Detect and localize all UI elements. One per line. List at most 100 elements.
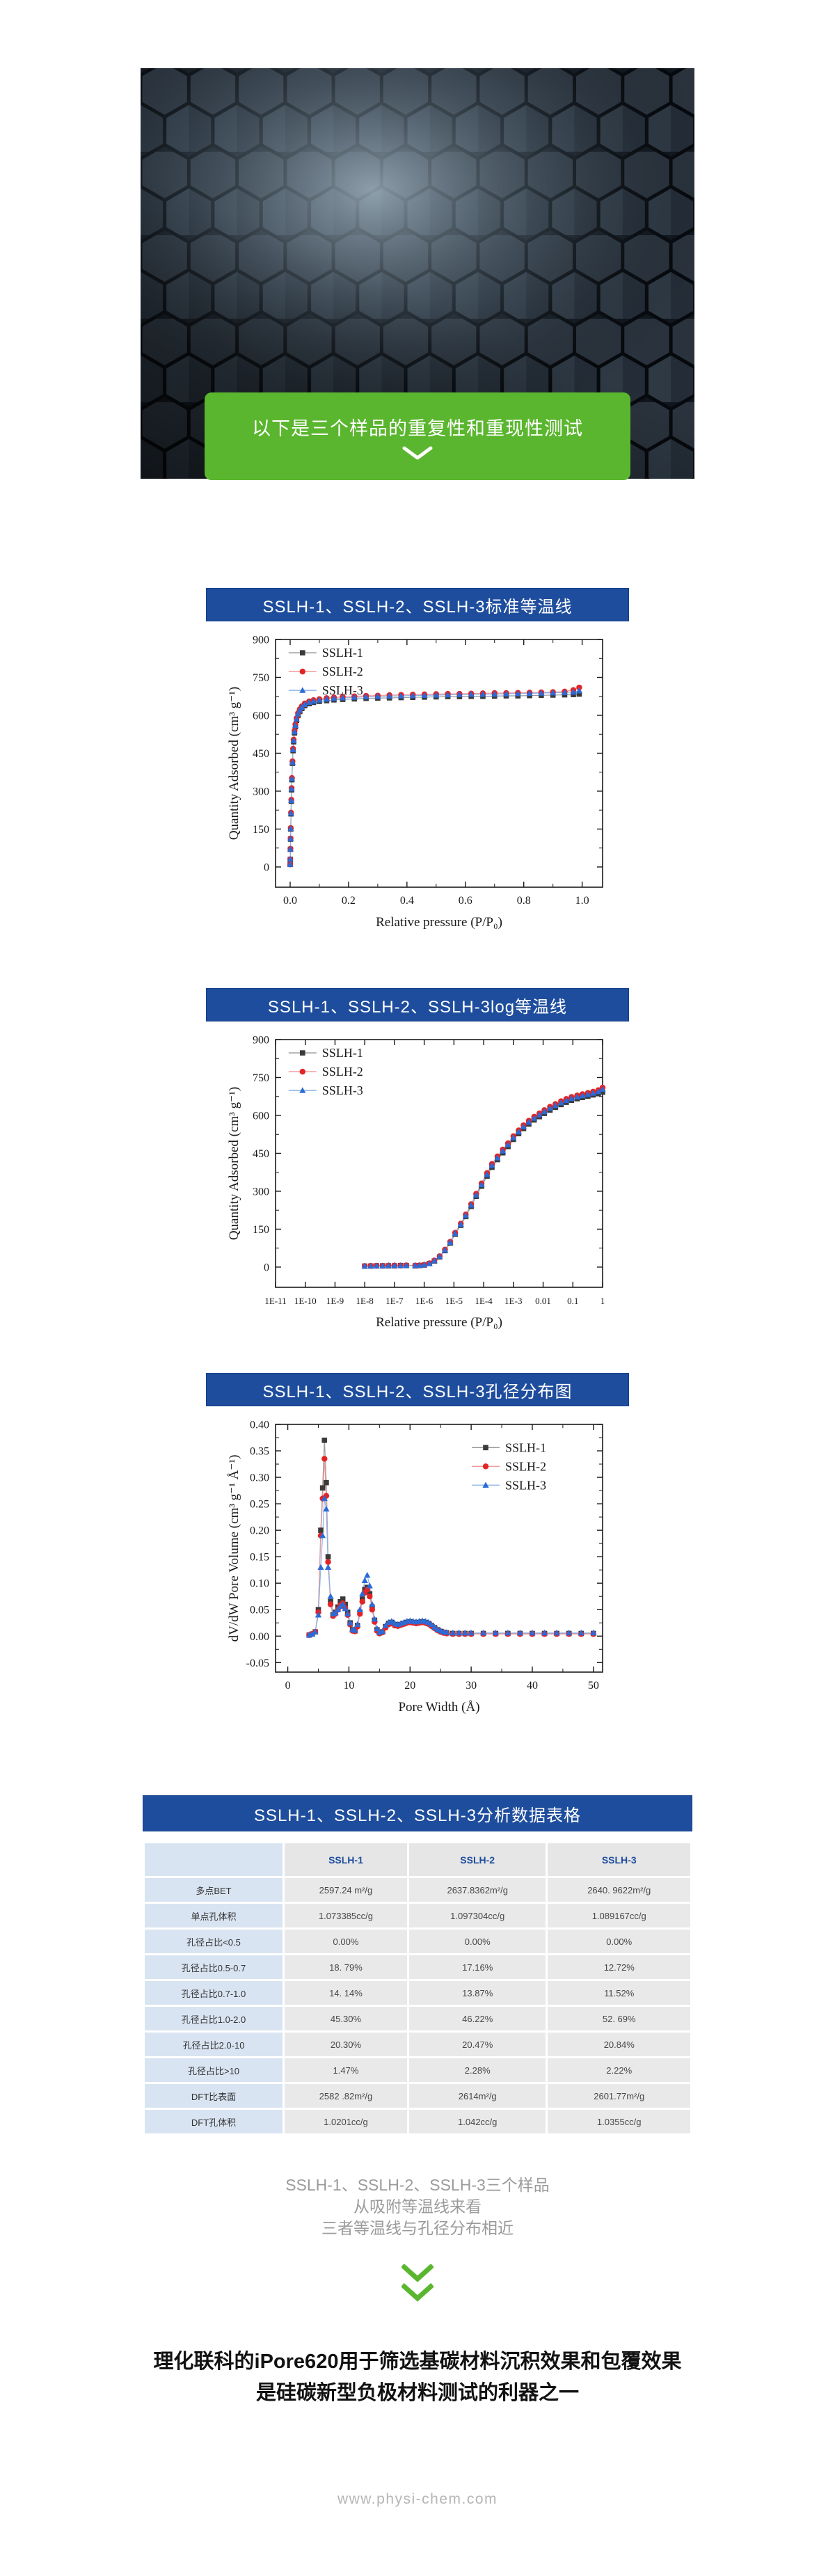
svg-text:750: 750 — [253, 672, 269, 684]
svg-text:600: 600 — [253, 710, 269, 722]
intro-banner: 以下是三个样品的重复性和重现性测试 — [205, 392, 630, 480]
table-cell: 14. 14% — [285, 1981, 407, 2005]
conclusion-text: 理化联科的iPore620用于筛选基碳材料沉积效果和包覆效果 是硅碳新型负极材料… — [0, 2346, 835, 2409]
svg-text:0.05: 0.05 — [250, 1605, 269, 1616]
table-cell: 2582 .82m²/g — [285, 2084, 407, 2108]
table-cell: 52. 69% — [548, 2007, 690, 2030]
svg-text:SSLH-1: SSLH-1 — [505, 1440, 546, 1454]
table-row: 单点孔体积 1.073385cc/g 1.097304cc/g 1.089167cc/… — [145, 1904, 690, 1927]
table-cell: 18. 79% — [285, 1955, 407, 1979]
summary-text: SSLH-1、SSLH-2、SSLH-3三个样品 从吸附等温线来看 三者等温线与… — [0, 2175, 835, 2239]
svg-text:0.1: 0.1 — [567, 1296, 578, 1306]
svg-text:SSLH-3: SSLH-3 — [505, 1478, 546, 1492]
svg-text:Relative pressure (P/P₀): Relative pressure (P/P₀) — [376, 1315, 502, 1330]
table-cell: 1.073385cc/g — [285, 1904, 407, 1927]
svg-text:450: 450 — [253, 748, 269, 760]
summary-line-1: SSLH-1、SSLH-2、SSLH-3三个样品 — [285, 2176, 550, 2194]
svg-text:1.0: 1.0 — [575, 895, 589, 907]
table-cell: 1.0355cc/g — [548, 2110, 690, 2133]
section-title-analysis-table: SSLH-1、SSLH-2、SSLH-3分析数据表格 — [143, 1795, 692, 1831]
table-cell: 2637.8362m²/g — [408, 1878, 546, 1902]
svg-text:SSLH-1: SSLH-1 — [322, 646, 363, 660]
conclusion-line-1: 理化联科的iPore620用于筛选基碳材料沉积效果和包覆效果 — [153, 2351, 682, 2373]
table-row: 孔径占比>10 1.47% 2.28% 2.22% — [145, 2058, 690, 2082]
chart-2: 1E-11 1E-10 1E-9 1E-8 1E-7 1E-6 1E-5 1E-4 1E-3 0.… — [223, 1030, 612, 1339]
table-row: 孔径占比0.7-1.0 14. 14% 13.87% 11.52% — [145, 1981, 690, 2005]
table-cell: 45.30% — [285, 2007, 407, 2030]
table-cell: 12.72% — [548, 1955, 690, 1979]
table-row-label: 孔径占比<0.5 — [145, 1930, 283, 1953]
table-row: 孔径占比0.5-0.7 18. 79% 17.16% 12.72% — [145, 1955, 690, 1979]
svg-text:20: 20 — [404, 1680, 415, 1692]
table-cell: 11.52% — [548, 1981, 690, 2005]
table-header-cell — [145, 1843, 283, 1876]
svg-text:900: 900 — [253, 635, 269, 646]
double-chevron-down-icon — [401, 2264, 434, 2302]
svg-text:600: 600 — [253, 1110, 269, 1122]
analysis-table: SSLH-1 SSLH-2 SSLH-3 多点BET 2597.24 m²/g 2637.… — [143, 1841, 692, 2136]
svg-text:0.15: 0.15 — [250, 1552, 269, 1564]
table-header-cell: SSLH-2 — [408, 1843, 546, 1876]
table-cell: 17.16% — [408, 1955, 546, 1979]
table-cell: 20.47% — [408, 2033, 546, 2056]
section-title-standard-isotherm: SSLH-1、SSLH-2、SSLH-3标准等温线 — [206, 588, 629, 621]
svg-text:0.8: 0.8 — [517, 895, 531, 907]
svg-text:SSLH-2: SSLH-2 — [322, 665, 363, 678]
table-cell: 2.28% — [408, 2058, 546, 2082]
svg-text:SSLH-3: SSLH-3 — [322, 683, 363, 697]
table-row: 孔径占比2.0-10 20.30% 20.47% 20.84% — [145, 2033, 690, 2056]
page-root: 以下是三个样品的重复性和重现性测试 SSLH-1、SSLH-2、SSLH-3标准… — [0, 68, 835, 2576]
table-row-label: 单点孔体积 — [145, 1904, 283, 1927]
svg-text:-0.05: -0.05 — [246, 1657, 269, 1669]
svg-text:300: 300 — [253, 786, 269, 797]
svg-text:1E-9: 1E-9 — [326, 1296, 344, 1306]
svg-text:50: 50 — [588, 1680, 599, 1692]
table-cell: 2.22% — [548, 2058, 690, 2082]
table-row: 孔径占比1.0-2.0 45.30% 46.22% 52. 69% — [145, 2007, 690, 2030]
table-row-label: 孔径占比0.5-0.7 — [145, 1955, 283, 1979]
table-row-label: DFT比表面 — [145, 2084, 283, 2108]
table-cell: 2601.77m²/g — [548, 2084, 690, 2108]
svg-text:1E-10: 1E-10 — [294, 1296, 317, 1306]
svg-text:0.4: 0.4 — [400, 895, 414, 907]
intro-banner-text: 以下是三个样品的重复性和重现性测试 — [252, 418, 583, 439]
chevron-down-icon — [402, 446, 433, 459]
chart-1: 0.0 0.2 0.4 0.6 0.8 1.0 0 150 300 450 600 750 900 Rel… — [223, 630, 612, 939]
summary-line-3: 三者等温线与孔径分布相近 — [321, 2219, 514, 2237]
svg-text:1E-5: 1E-5 — [445, 1296, 463, 1306]
svg-text:300: 300 — [253, 1186, 269, 1198]
svg-text:0.6: 0.6 — [459, 895, 472, 907]
svg-text:1E-8: 1E-8 — [356, 1296, 374, 1306]
table-cell: 20.84% — [548, 2033, 690, 2056]
svg-text:1E-3: 1E-3 — [504, 1296, 522, 1306]
table-cell: 2614m²/g — [408, 2084, 546, 2108]
table-cell: 1.089167cc/g — [548, 1904, 690, 1927]
svg-text:1E-11: 1E-11 — [264, 1296, 286, 1306]
table-cell: 2640. 9622m²/g — [548, 1878, 690, 1902]
svg-text:150: 150 — [253, 1224, 269, 1236]
svg-text:1: 1 — [601, 1296, 605, 1306]
svg-text:1E-7: 1E-7 — [385, 1296, 404, 1306]
table-cell: 1.47% — [285, 2058, 407, 2082]
table-row-label: 孔径占比0.7-1.0 — [145, 1981, 283, 2005]
svg-text:Quantity Adsorbed (cm³ g⁻¹): Quantity Adsorbed (cm³ g⁻¹) — [227, 687, 241, 840]
svg-text:30: 30 — [466, 1680, 477, 1692]
summary-line-2: 从吸附等温线来看 — [353, 2197, 482, 2216]
table-row: DFT孔体积 1.0201cc/g 1.042cc/g 1.0355cc/g — [145, 2110, 690, 2133]
svg-text:0: 0 — [285, 1680, 291, 1692]
table-cell: 13.87% — [408, 1981, 546, 2005]
svg-text:0.35: 0.35 — [250, 1446, 269, 1458]
svg-text:Relative pressure (P/P₀): Relative pressure (P/P₀) — [376, 915, 502, 930]
section-title-log-isotherm: SSLH-1、SSLH-2、SSLH-3log等温线 — [206, 988, 629, 1021]
table-header-cell: SSLH-3 — [548, 1843, 690, 1876]
table-row: 多点BET 2597.24 m²/g 2637.8362m²/g 2640. 9622… — [145, 1878, 690, 1902]
table-cell: 1.097304cc/g — [408, 1904, 546, 1927]
table-header-cell: SSLH-1 — [285, 1843, 407, 1876]
table-cell: 2597.24 m²/g — [285, 1878, 407, 1902]
svg-text:SSLH-1: SSLH-1 — [322, 1046, 363, 1060]
svg-text:0: 0 — [264, 861, 269, 873]
section-title-pore-size-distribution: SSLH-1、SSLH-2、SSLH-3孔径分布图 — [206, 1373, 629, 1406]
table-row-label: 孔径占比>10 — [145, 2058, 283, 2082]
svg-text:Quantity Adsorbed (cm³ g⁻¹): Quantity Adsorbed (cm³ g⁻¹) — [227, 1087, 241, 1240]
table-row: DFT比表面 2582 .82m²/g 2614m²/g 2601.77m²/g — [145, 2084, 690, 2108]
